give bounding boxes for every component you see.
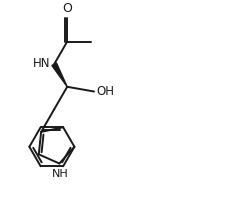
Polygon shape [52,63,67,87]
Text: O: O [62,2,72,15]
Text: HN: HN [33,56,51,69]
Text: NH: NH [52,169,69,179]
Text: OH: OH [96,85,114,98]
